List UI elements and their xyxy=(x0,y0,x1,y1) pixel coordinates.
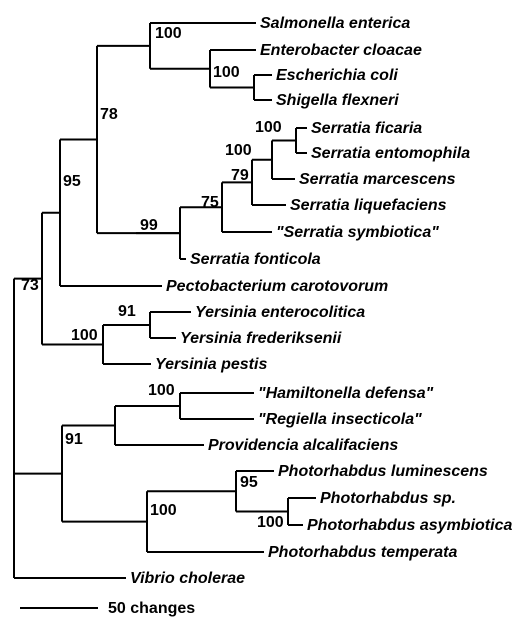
taxon-label: Serratia entomophila xyxy=(311,145,470,162)
taxon-label: "Serratia symbiotica" xyxy=(276,224,439,241)
taxon-label: Photorhabdus temperata xyxy=(268,544,457,561)
taxon-label: Serratia marcescens xyxy=(299,171,456,188)
support-value: 99 xyxy=(140,217,158,234)
support-value: 79 xyxy=(231,167,249,184)
support-value: 95 xyxy=(63,173,81,190)
support-value: 100 xyxy=(148,382,175,399)
support-value: 100 xyxy=(155,25,182,42)
taxon-label: Salmonella enterica xyxy=(260,15,410,32)
taxon-label: Serratia ficaria xyxy=(311,120,422,137)
scale-bar-label: 50 changes xyxy=(108,600,195,617)
support-value: 100 xyxy=(257,514,284,531)
support-value: 95 xyxy=(240,474,258,491)
taxon-label: Providencia alcalifaciens xyxy=(208,437,398,454)
taxon-label: Vibrio cholerae xyxy=(130,570,245,587)
taxon-label: Photorhabdus asymbiotica xyxy=(307,517,512,534)
support-value: 75 xyxy=(201,194,219,211)
taxon-label: Yersinia pestis xyxy=(155,356,267,373)
taxon-label: "Regiella insecticola" xyxy=(258,411,422,428)
taxon-label: Yersinia enterocolitica xyxy=(195,304,365,321)
taxon-label: Pectobacterium carotovorum xyxy=(166,278,388,295)
taxon-label: Shigella flexneri xyxy=(276,92,399,109)
support-value: 100 xyxy=(150,502,177,519)
phylogenetic-tree: Salmonella enterica Enterobacter cloacae E… xyxy=(0,0,516,627)
tree-branches xyxy=(14,23,316,578)
scale-bar: 50 changes xyxy=(20,600,195,617)
support-value: 91 xyxy=(118,303,136,320)
taxon-label: Enterobacter cloacae xyxy=(260,42,422,59)
support-value: 91 xyxy=(65,431,83,448)
support-value: 100 xyxy=(71,327,98,344)
taxon-label: Escherichia coli xyxy=(276,67,398,84)
support-value: 100 xyxy=(255,119,282,136)
support-value: 100 xyxy=(213,64,240,81)
support-value: 73 xyxy=(21,277,39,294)
taxon-label: "Hamiltonella defensa" xyxy=(258,385,434,402)
taxon-label: Serratia fonticola xyxy=(190,251,321,268)
taxon-label: Yersinia frederiksenii xyxy=(180,330,342,347)
taxon-label: Serratia liquefaciens xyxy=(290,197,447,214)
taxon-label: Photorhabdus luminescens xyxy=(278,463,488,480)
support-value: 100 xyxy=(225,142,252,159)
support-value: 78 xyxy=(100,106,118,123)
taxon-labels: Salmonella enterica Enterobacter cloacae E… xyxy=(130,15,512,587)
taxon-label: Photorhabdus sp. xyxy=(320,490,456,507)
